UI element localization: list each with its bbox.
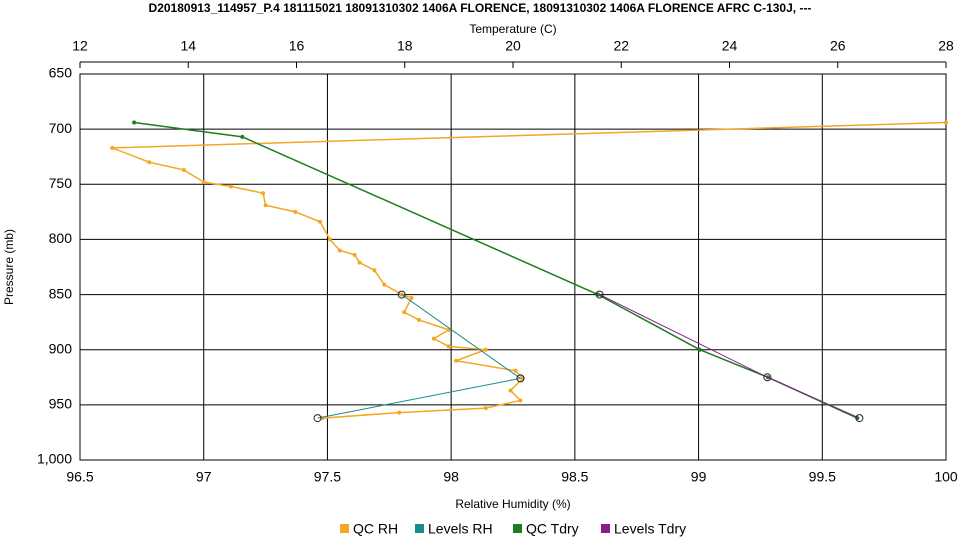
x-tick-label: 97 [196, 469, 212, 485]
series-line [599, 294, 860, 419]
x2-tick-label: 18 [397, 38, 413, 54]
data-point [944, 120, 948, 125]
series-line [317, 294, 522, 419]
data-point [313, 414, 322, 423]
y-tick-label: 850 [49, 285, 73, 301]
series-line [111, 121, 947, 419]
data-point [327, 237, 332, 242]
x2-tick-label: 28 [938, 38, 954, 54]
data-point [763, 373, 772, 382]
x2-tick-label: 22 [613, 38, 629, 54]
y-tick-label: 700 [49, 120, 73, 136]
legend-label: Levels RH [428, 521, 493, 537]
x2-tick-label: 24 [722, 38, 738, 54]
x-tick-label: 98 [443, 469, 459, 485]
series-line [134, 121, 858, 419]
data-point [446, 344, 451, 349]
data-point [518, 398, 523, 403]
data-point [337, 248, 342, 253]
data-point [483, 406, 488, 411]
x2-tick-label: 26 [830, 38, 846, 54]
legend-label: QC Tdry [526, 521, 579, 537]
y-tick-label: 950 [49, 396, 73, 412]
data-point [382, 282, 387, 287]
data-point [132, 120, 137, 125]
x2-tick-label: 14 [180, 38, 196, 54]
data-point [352, 252, 357, 257]
y-tick-label: 900 [49, 340, 73, 356]
data-point [513, 368, 518, 373]
x2-tick-label: 16 [289, 38, 305, 54]
x2-axis-label: Temperature (C) [469, 22, 556, 36]
x-tick-label: 100 [934, 469, 958, 485]
data-point [409, 295, 414, 300]
data-point [110, 145, 115, 150]
data-point [372, 268, 377, 273]
data-point [402, 310, 407, 315]
x2-tick-label: 20 [505, 38, 521, 54]
data-point [263, 203, 268, 208]
legend-swatch [415, 524, 424, 533]
data-point [147, 160, 152, 165]
y-tick-label: 1,000 [37, 451, 72, 467]
data-point [318, 219, 323, 224]
data-point [483, 347, 488, 352]
x-tick-label: 99 [691, 469, 707, 485]
data-point [293, 209, 298, 214]
data-point [697, 347, 702, 352]
data-point [357, 260, 362, 265]
legend-swatch [340, 524, 349, 533]
data-point [454, 358, 459, 363]
y-tick-label: 800 [49, 230, 73, 246]
chart-title: D20180913_114957_P.4 181115021 180913103… [149, 1, 812, 15]
x-axis-label: Relative Humidity (%) [455, 497, 570, 511]
legend-label: Levels Tdry [614, 521, 686, 537]
legend-swatch [601, 524, 610, 533]
data-point [201, 180, 206, 185]
data-point [855, 414, 864, 423]
legend-label: QC RH [353, 521, 398, 537]
data-point [516, 374, 525, 383]
data-point [181, 167, 186, 172]
data-point [397, 410, 402, 415]
data-point [508, 388, 513, 393]
data-point [240, 134, 245, 139]
y-tick-label: 750 [49, 175, 73, 191]
data-point [595, 290, 604, 299]
y-tick-label: 650 [49, 65, 73, 81]
data-point [595, 292, 600, 297]
x2-tick-label: 12 [72, 38, 88, 54]
data-point [261, 191, 266, 196]
data-point [397, 290, 406, 299]
y-axis-label: Pressure (mb) [2, 229, 16, 305]
x-tick-label: 99.5 [809, 469, 836, 485]
x-tick-label: 98.5 [561, 469, 588, 485]
data-point [416, 317, 421, 322]
data-point [228, 184, 233, 189]
data-point [431, 336, 436, 341]
x-tick-label: 96.5 [66, 469, 93, 485]
x-tick-label: 97.5 [314, 469, 341, 485]
legend-swatch [513, 524, 522, 533]
